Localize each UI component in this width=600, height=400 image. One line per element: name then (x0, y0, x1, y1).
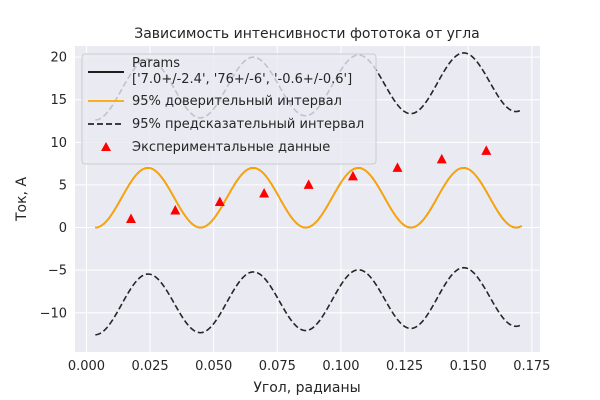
x-tick-label: 0.125 (386, 359, 423, 374)
legend-label: Экспериментальные данные (132, 140, 330, 155)
x-tick-label: 0.100 (322, 359, 359, 374)
y-tick-label: 0 (59, 221, 67, 236)
confidence-interval-line (95, 166, 523, 229)
data-point (347, 170, 358, 181)
data-point (436, 153, 447, 164)
x-tick-label: 0.075 (259, 359, 296, 374)
y-axis-label: Ток, А (14, 177, 30, 222)
data-point (170, 205, 181, 215)
y-tick-label: −10 (40, 306, 67, 321)
x-tick-label: 0.050 (195, 359, 232, 374)
chart-title: Зависимость интенсивности фототока от уг… (134, 26, 480, 42)
y-tick-label: 5 (59, 178, 67, 193)
legend-frame (81, 53, 377, 165)
x-axis-label: Угол, радианы (253, 380, 360, 396)
legend-label: 95% предсказательный интервал (132, 117, 364, 132)
data-point (259, 187, 270, 198)
legend-label: ['7.0+/-2.4', '76+/-6', '-0.6+/-0.6'] (132, 72, 352, 87)
data-point (303, 179, 314, 189)
prediction-interval-lower (95, 266, 523, 336)
y-tick-label: 10 (50, 136, 67, 151)
x-tick-label: 0.025 (131, 359, 168, 374)
data-point (392, 162, 403, 172)
data-point (481, 145, 492, 155)
y-tick-label: 20 (50, 51, 67, 66)
y-tick-label: −5 (48, 264, 67, 279)
legend-label: Params (132, 56, 180, 71)
data-point (125, 213, 136, 224)
legend: Params['7.0+/-2.4', '76+/-6', '-0.6+/-0.… (81, 53, 377, 165)
x-tick-label: 0.000 (68, 359, 105, 374)
data-point (214, 196, 225, 206)
y-tick-label: 15 (50, 93, 67, 108)
tick-labels: 0.000 0.025 0.050 0.075 0.100 0.125 0.150 0.175… (40, 51, 551, 374)
legend-marker (101, 142, 111, 151)
x-tick-label: 0.150 (450, 359, 487, 374)
x-tick-label: 0.175 (513, 359, 550, 374)
legend-label: 95% доверительный интервал (132, 94, 342, 109)
